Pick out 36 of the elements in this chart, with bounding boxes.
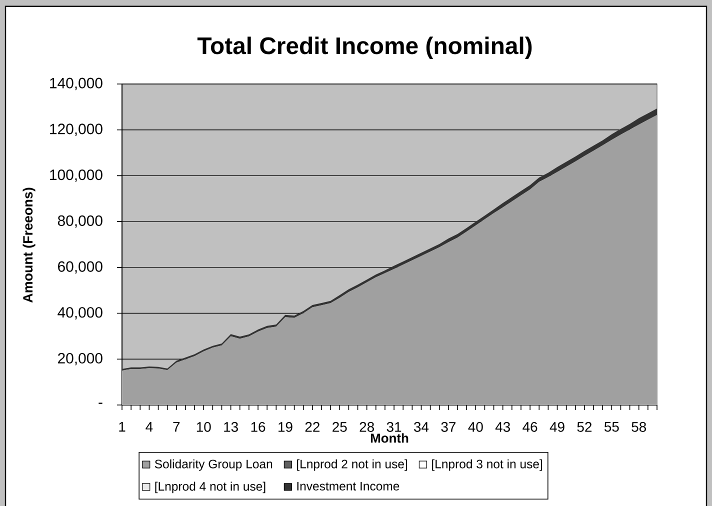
x-tick-label: 7 [173,422,180,432]
x-tick-label: 37 [441,422,456,432]
x-tick-label: 10 [196,422,211,432]
legend-label: Investment Income [297,482,400,491]
x-tick-label: 40 [468,422,483,432]
y-tick-label: 40,000 [58,307,102,320]
y-tick-label: 100,000 [50,170,102,182]
x-tick-label: 25 [332,422,347,432]
legend-label: [Lnprod 3 not in use] [432,459,542,471]
y-tick-label: - [98,402,102,404]
x-tick-label: 58 [632,422,646,432]
x-tick-label: 13 [224,422,238,432]
chart-title: Total Credit Income (nominal) [197,36,532,59]
x-tick-label: 1 [119,422,126,432]
x-tick-label: 22 [305,422,320,432]
x-axis-title: Month [370,433,408,443]
x-tick-label: 55 [604,422,619,432]
x-tick-label: 4 [146,422,153,432]
x-tick-label: 28 [360,422,374,432]
x-tick-label: 46 [522,422,538,432]
x-tick-label: 31 [386,422,402,432]
x-tick-label: 49 [550,422,564,432]
y-tick-label: 60,000 [58,261,102,274]
x-tick-label: 19 [278,422,292,432]
x-tick-label: 16 [251,422,266,432]
y-axis-title: Amount (Freeons) [22,188,36,303]
y-tick-label: 140,000 [50,78,102,90]
x-tick-label: 43 [495,422,510,432]
y-tick-label: 20,000 [58,352,102,366]
legend-label: [Lnprod 4 not in use] [155,482,266,494]
legend-label: [Lnprod 2 not in use] [297,459,408,471]
legend-label: Solidarity Group Loan [154,459,272,471]
x-tick-label: 34 [414,422,429,432]
x-tick-label: 52 [577,422,592,432]
y-tick-label: 80,000 [58,215,102,228]
y-tick-label: 120,000 [50,124,102,136]
